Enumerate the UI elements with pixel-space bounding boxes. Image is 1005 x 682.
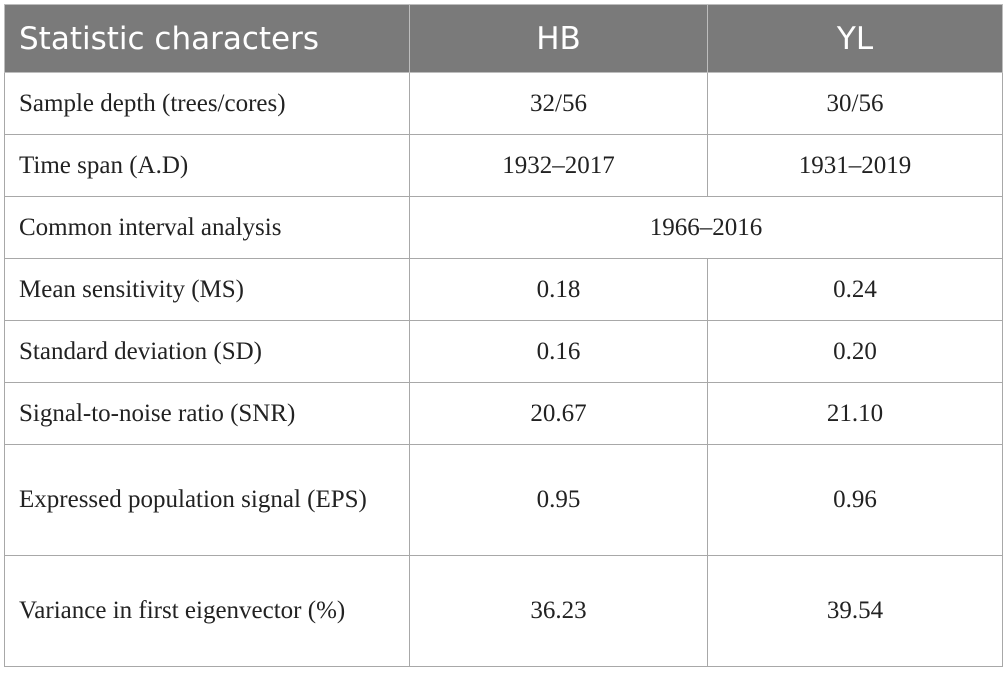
table-row: Mean sensitivity (MS) 0.18 0.24 bbox=[4, 258, 1003, 321]
table-row: Signal-to-noise ratio (SNR) 20.67 21.10 bbox=[4, 382, 1003, 445]
row-label: Standard deviation (SD) bbox=[4, 320, 410, 383]
yl-value: 0.24 bbox=[707, 258, 1003, 321]
yl-value: 39.54 bbox=[707, 555, 1003, 667]
table-row: Standard deviation (SD) 0.16 0.20 bbox=[4, 320, 1003, 383]
row-label: Variance in first eigenvector (%) bbox=[4, 555, 410, 667]
hb-value: 0.18 bbox=[409, 258, 708, 321]
yl-value: 0.20 bbox=[707, 320, 1003, 383]
table-row: Variance in first eigenvector (%) 36.23 … bbox=[4, 555, 1003, 667]
row-label: Signal-to-noise ratio (SNR) bbox=[4, 382, 410, 445]
yl-value: 0.96 bbox=[707, 444, 1003, 556]
hb-value: 0.16 bbox=[409, 320, 708, 383]
yl-value: 1931–2019 bbox=[707, 134, 1003, 197]
row-label: Mean sensitivity (MS) bbox=[4, 258, 410, 321]
merged-value: 1966–2016 bbox=[409, 196, 1003, 259]
header-hb: HB bbox=[409, 4, 708, 73]
table-row: Time span (A.D) 1932–2017 1931–2019 bbox=[4, 134, 1003, 197]
hb-value: 20.67 bbox=[409, 382, 708, 445]
row-label: Expressed population signal (EPS) bbox=[4, 444, 410, 556]
row-label: Time span (A.D) bbox=[4, 134, 410, 197]
row-label: Common interval analysis bbox=[4, 196, 410, 259]
hb-value: 36.23 bbox=[409, 555, 708, 667]
yl-value: 21.10 bbox=[707, 382, 1003, 445]
table-row: Expressed population signal (EPS) 0.95 0… bbox=[4, 444, 1003, 556]
table-row: Common interval analysis 1966–2016 bbox=[4, 196, 1003, 259]
hb-value: 0.95 bbox=[409, 444, 708, 556]
hb-value: 32/56 bbox=[409, 72, 708, 135]
hb-value: 1932–2017 bbox=[409, 134, 708, 197]
header-yl: YL bbox=[707, 4, 1003, 73]
yl-value: 30/56 bbox=[707, 72, 1003, 135]
row-label: Sample depth (trees/cores) bbox=[4, 72, 410, 135]
statistics-table: Statistic characters HB YL Sample depth … bbox=[4, 4, 1003, 667]
table-header-row: Statistic characters HB YL bbox=[4, 4, 1003, 73]
header-statistic-characters: Statistic characters bbox=[4, 4, 410, 73]
table-row: Sample depth (trees/cores) 32/56 30/56 bbox=[4, 72, 1003, 135]
